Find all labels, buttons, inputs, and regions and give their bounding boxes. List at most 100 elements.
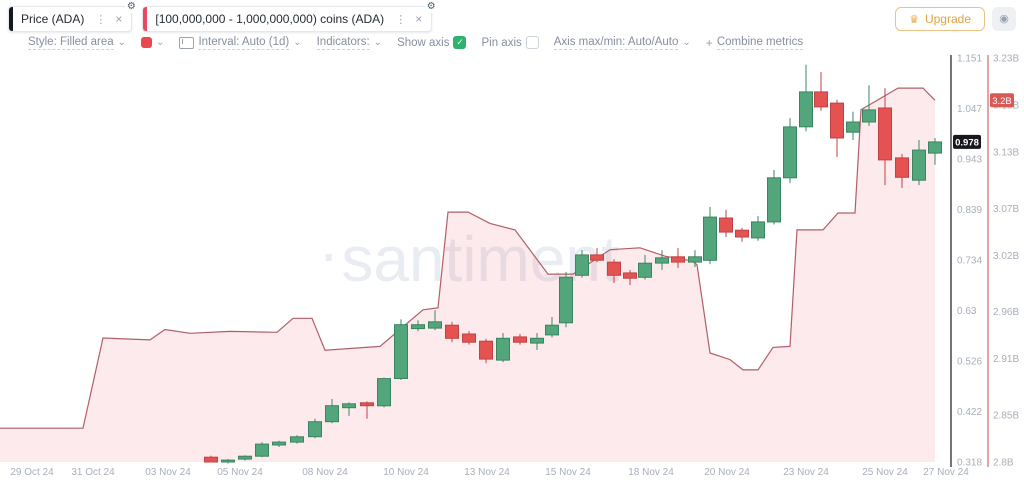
upgrade-button[interactable]: ♛ Upgrade [895,7,985,31]
candle[interactable] [719,209,733,237]
candle[interactable] [575,250,589,278]
interval-dropdown[interactable]: Interval: Auto (1d) ⌄ [179,36,302,50]
kebab-menu-icon[interactable]: ⋮ [395,13,407,26]
supply-tick-label: 2.85B [993,411,1019,422]
plus-icon: + [705,35,713,50]
upgrade-label: Upgrade [924,12,971,26]
candle[interactable] [878,88,892,186]
color-picker[interactable]: ⌄ [141,37,164,48]
candle[interactable] [623,269,637,285]
price-tick-label: 0.526 [957,357,982,368]
candle[interactable] [862,85,876,126]
candle[interactable] [846,111,860,140]
candle[interactable] [530,333,544,350]
candle[interactable] [238,455,252,461]
series-color-swatch[interactable] [141,37,153,48]
svg-text:3.2B: 3.2B [992,96,1012,107]
candle[interactable] [559,271,573,328]
candle[interactable] [325,399,339,424]
date-tick-label: 27 Nov 24 [923,467,969,478]
metric-tab-supply-distribution[interactable]: [100,000,000 - 1,000,000,000) coins (ADA… [142,1,438,32]
date-tick-label: 23 Nov 24 [783,467,829,478]
style-dropdown[interactable]: Style: Filled area ⌄ [28,36,126,50]
candle[interactable] [360,401,374,419]
pin-axis-checkbox[interactable] [525,36,539,49]
svg-text:0.978: 0.978 [955,137,979,148]
supply-tick-label: 2.96B [993,307,1019,318]
candle[interactable] [912,140,926,186]
candle[interactable] [377,377,391,408]
candle[interactable] [638,254,652,280]
candle[interactable] [590,248,604,263]
candle[interactable] [255,442,269,458]
crown-icon: ♛ [909,13,919,26]
candle[interactable] [545,317,559,338]
indicators-dropdown[interactable]: Indicators: ⌄ [316,35,382,50]
price-current-badge: 0.978 [953,134,981,149]
price-tick-label: 1.151 [957,54,982,65]
chevron-down-icon: ⌄ [156,36,165,48]
candle[interactable] [513,334,527,345]
candle[interactable] [411,320,425,332]
candle[interactable] [221,459,235,464]
candle[interactable] [655,250,669,270]
candle[interactable] [671,248,685,268]
date-tick-label: 31 Oct 24 [71,467,115,478]
candle[interactable] [767,170,781,225]
show-axis-toggle[interactable]: Show axis ✓ [397,36,467,49]
candle[interactable] [445,321,459,343]
kebab-menu-icon[interactable]: ⋮ [95,13,107,26]
price-tick-label: 0.734 [957,256,982,267]
axis-maxmin-dropdown[interactable]: Axis max/min: Auto/Auto ⌄ [553,36,691,50]
candle[interactable] [496,333,510,363]
pin-axis-toggle[interactable]: Pin axis [481,36,539,49]
chart-toolbar: Style: Filled area ⌄ ⌄ Interval: Auto (1… [0,33,1024,52]
candle[interactable] [751,216,765,241]
candle[interactable] [462,331,476,345]
candle[interactable] [394,319,408,380]
tab-accent-bar [9,7,13,31]
close-icon[interactable]: × [115,12,123,26]
circle-icon: ◉ [999,13,1009,25]
candle[interactable] [290,435,304,444]
tab-settings-gear-icon[interactable]: ⚙ [425,1,438,13]
candle[interactable] [479,338,493,364]
indicators-dropdown-label: Indicators: [316,35,370,50]
combine-metrics-button[interactable]: + Combine metrics [705,35,804,50]
interval-icon [179,36,195,49]
candle[interactable] [895,154,909,188]
candle[interactable] [830,99,844,157]
candle[interactable] [308,418,322,439]
candle[interactable] [703,206,717,265]
metric-tabs: Price (ADA) ⋮ × ⚙ [100,000,000 - 1,000,0… [8,1,438,32]
candle[interactable] [428,310,442,331]
close-icon[interactable]: × [415,12,423,26]
candle[interactable] [799,64,813,132]
supply-tick-label: 3.23B [993,54,1019,65]
date-tick-label: 29 Oct 24 [10,467,54,478]
candle[interactable] [607,259,621,283]
candle[interactable] [342,402,356,416]
metric-tab-price[interactable]: Price (ADA) ⋮ × ⚙ [8,1,138,32]
tab-accent-bar [143,7,148,31]
candle[interactable] [688,250,702,267]
date-tick-label: 25 Nov 24 [862,467,908,478]
screenshot-settings-button[interactable]: ◉ [992,7,1016,31]
tab-settings-gear-icon[interactable]: ⚙ [125,1,138,13]
candle[interactable] [783,118,797,184]
candle[interactable] [735,227,749,242]
show-axis-checkbox[interactable]: ✓ [453,36,467,49]
supply-tick-label: 3.02B [993,251,1019,262]
supply-area-line [0,87,936,429]
price-tick-label: 0.422 [957,407,982,418]
date-tick-label: 15 Nov 24 [545,467,591,478]
date-tick-label: 10 Nov 24 [383,467,429,478]
pin-axis-label: Pin axis [481,36,522,49]
candle[interactable] [204,455,218,463]
candle[interactable] [272,440,286,447]
candle[interactable] [814,72,828,111]
candle[interactable] [928,138,942,165]
supply-area-fill[interactable] [0,88,935,462]
